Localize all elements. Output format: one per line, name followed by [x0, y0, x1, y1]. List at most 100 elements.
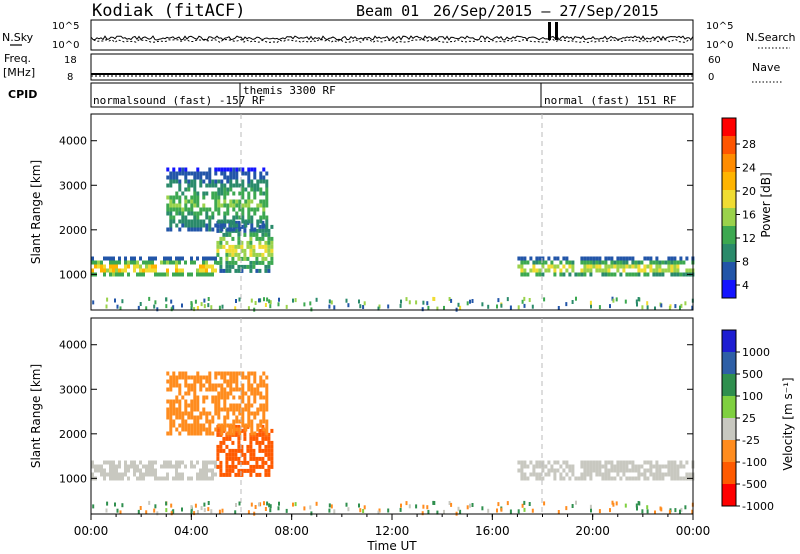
power-cell: [208, 167, 212, 172]
velocity-cell: [589, 472, 593, 477]
velocity-cell: [203, 508, 206, 513]
power-cell: [256, 203, 260, 208]
power-cell: [203, 298, 206, 303]
power-cell: [616, 256, 620, 261]
x-tick-label: 00:00: [676, 524, 711, 538]
y-tick-label: 4000: [59, 135, 87, 148]
power-cell: [643, 272, 647, 277]
velocity-cell: [517, 460, 521, 465]
velocity-cell: [652, 464, 656, 469]
power-cell: [223, 215, 227, 220]
power-cell: [256, 179, 260, 184]
velocity-cell: [547, 460, 551, 465]
power-cell: [216, 252, 220, 257]
velocity-cell: [253, 379, 257, 384]
velocity-cell: [184, 423, 188, 428]
power-cell: [229, 171, 233, 176]
power-cell: [223, 195, 227, 200]
power-cell: [267, 260, 271, 265]
velocity-cell: [235, 387, 239, 392]
power-cell: [181, 219, 185, 224]
power-cell: [226, 203, 230, 208]
velocity-cell: [631, 464, 635, 469]
velocity-cell: [229, 391, 233, 396]
velocity-cell: [178, 472, 181, 477]
power-cell: [264, 232, 268, 237]
power-cell: [184, 215, 188, 220]
velocity-cell: [255, 460, 259, 465]
power-cell: [253, 207, 257, 212]
power-cell: [216, 240, 220, 245]
velocity-cell: [211, 415, 215, 420]
power-cell: [166, 207, 170, 212]
power-cell: [241, 171, 245, 176]
velocity-cell: [232, 423, 236, 428]
velocity-cell: [267, 464, 271, 469]
power-cell: [214, 183, 218, 188]
power-cell: [205, 227, 209, 232]
power-cell: [589, 272, 593, 277]
velocity-cell: [265, 407, 269, 412]
velocity-cell: [232, 407, 236, 412]
velocity-cell: [241, 399, 245, 404]
power-cell: [265, 203, 269, 208]
velocity-cell: [220, 371, 224, 376]
velocity-cell: [252, 468, 256, 473]
power-cell: [208, 256, 211, 261]
power-cell: [679, 256, 683, 261]
power-cell: [643, 264, 647, 269]
velocity-cell: [262, 379, 266, 384]
velocity-cell: [613, 476, 617, 481]
velocity-cell: [118, 460, 121, 465]
power-cell: [238, 199, 242, 204]
power-cell: [199, 211, 203, 216]
velocity-cell: [211, 431, 215, 436]
velocity-cell: [190, 476, 193, 481]
power-cell: [265, 195, 269, 200]
power-cell: [211, 183, 215, 188]
power-cell: [358, 299, 360, 304]
power-cell: [616, 260, 620, 265]
power-cell: [216, 260, 220, 265]
velocity-cell: [112, 476, 115, 481]
power-cell: [196, 223, 200, 228]
power-cell: [222, 236, 226, 241]
power-cell: [247, 207, 251, 212]
power-cell: [528, 298, 531, 302]
power-cell: [175, 171, 179, 176]
velocity-cell: [673, 460, 677, 465]
power-cell: [214, 171, 218, 176]
power-cell: [148, 268, 151, 273]
power-cell: [196, 211, 200, 216]
power-cell: [109, 256, 112, 261]
velocity-cell: [193, 383, 197, 388]
velocity-cell: [194, 503, 197, 508]
velocity-cell: [660, 507, 663, 512]
power-cell: [235, 203, 239, 208]
velocity-cell: [109, 460, 112, 465]
power-cell: [235, 223, 239, 228]
power-cell: [94, 264, 97, 269]
velocity-cell: [205, 431, 209, 436]
power-cell: [613, 260, 617, 265]
power-cell: [211, 227, 215, 232]
power-cell: [241, 191, 245, 196]
power-cell: [205, 183, 209, 188]
velocity-cell: [469, 503, 471, 508]
power-cell: [156, 307, 159, 312]
velocity-cell: [91, 464, 94, 469]
velocity-cell: [208, 375, 212, 380]
power-cell: [595, 264, 599, 269]
power-cell: [682, 260, 686, 265]
power-cell: [187, 272, 190, 277]
power-cell: [595, 256, 599, 261]
power-cell: [481, 302, 484, 307]
power-cell: [571, 260, 575, 265]
velocity-cell: [661, 472, 665, 477]
velocity-cell: [169, 464, 172, 469]
velocity-cell: [216, 444, 220, 449]
power-cell: [214, 207, 218, 212]
velocity-cell: [487, 508, 490, 513]
power-cell: [216, 224, 220, 229]
velocity-cell: [631, 468, 635, 473]
